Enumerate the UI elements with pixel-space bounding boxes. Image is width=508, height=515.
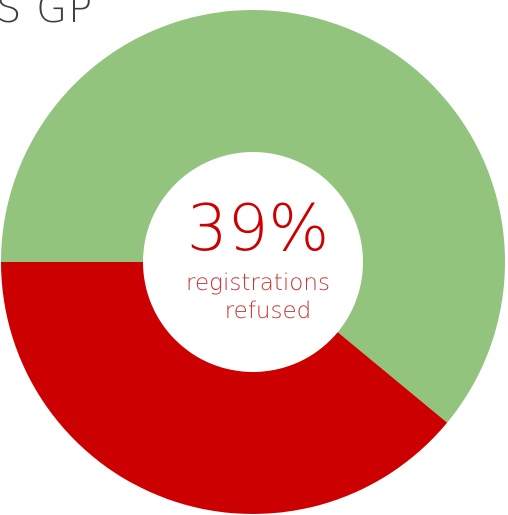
donut-hole — [143, 152, 363, 372]
center-value-label: 39% — [187, 192, 329, 266]
chart-title: S GP — [0, 0, 94, 32]
center-label-line1: registrations — [186, 270, 330, 296]
donut-slice-0 — [1, 262, 448, 515]
center-label-line2: refused — [225, 298, 312, 324]
